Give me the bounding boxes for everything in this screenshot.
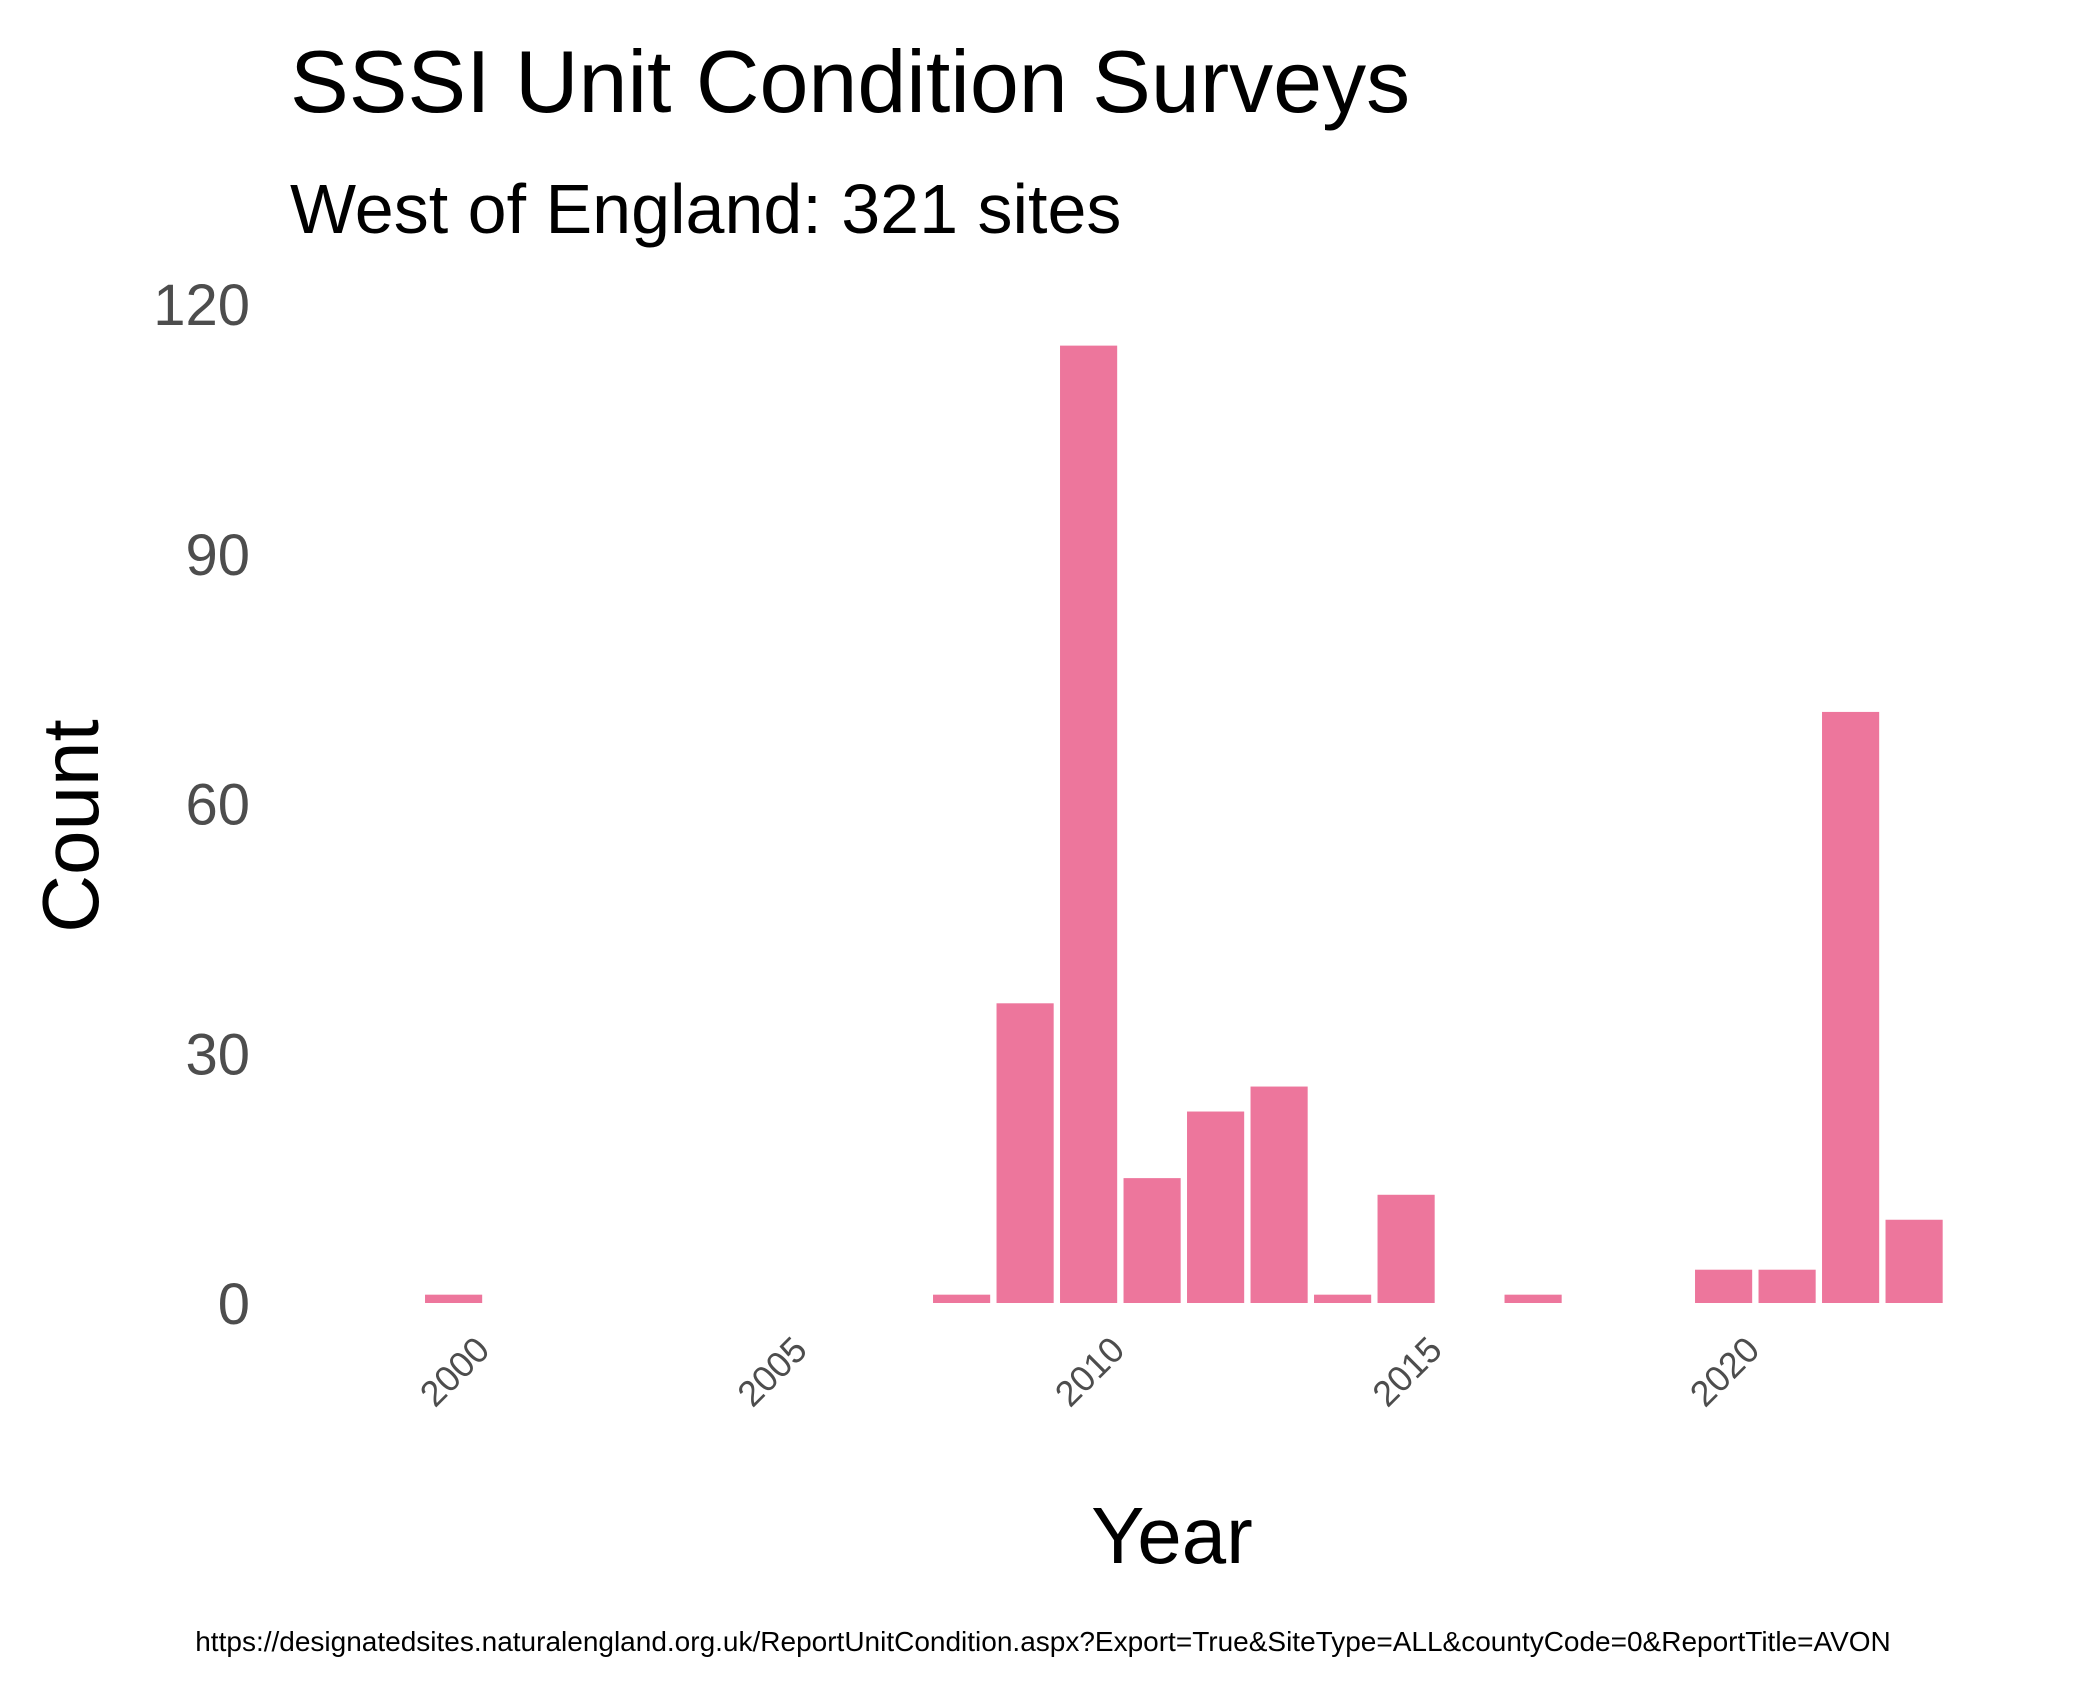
bar (1250, 1086, 1308, 1303)
bar (1314, 1294, 1372, 1303)
chart-title: SSSI Unit Condition Surveys (290, 32, 1410, 131)
y-axis-title: Count (26, 719, 115, 932)
y-tick-label: 30 (185, 1022, 250, 1087)
x-tick-label: 2020 (1682, 1329, 1768, 1415)
y-tick-label: 60 (185, 773, 250, 838)
x-tick-label: 2005 (729, 1329, 815, 1415)
x-tick-label: 2010 (1047, 1329, 1133, 1415)
bar (1822, 711, 1880, 1303)
y-tick-label: 120 (153, 273, 250, 338)
bar (1695, 1269, 1753, 1303)
bar (425, 1294, 483, 1303)
x-axis-title: Year (1091, 1491, 1253, 1580)
y-tick-label: 90 (185, 523, 250, 588)
bar (1060, 345, 1118, 1303)
x-tick-label: 2015 (1364, 1329, 1450, 1415)
y-axis-ticks: 0 30 60 90 120 (153, 273, 250, 1337)
bar (996, 1003, 1054, 1303)
bar (1377, 1194, 1435, 1303)
x-axis-ticks: 2000 2005 2010 2015 2020 (412, 1329, 1768, 1415)
bar (933, 1294, 991, 1303)
bar (1758, 1269, 1816, 1303)
x-tick-label: 2000 (412, 1329, 498, 1415)
bar (1504, 1294, 1562, 1303)
bar (1123, 1178, 1181, 1303)
chart-subtitle: West of England: 321 sites (290, 170, 1121, 248)
bar (1885, 1219, 1943, 1303)
bars (425, 345, 1943, 1303)
bar (1187, 1111, 1245, 1303)
y-tick-label: 0 (218, 1272, 250, 1337)
source-caption: https://designatedsites.naturalengland.o… (195, 1626, 1891, 1657)
